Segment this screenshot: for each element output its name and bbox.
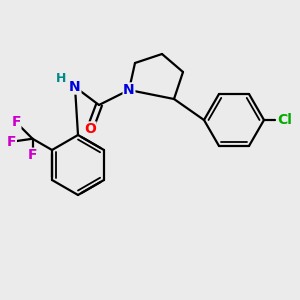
Text: Cl: Cl — [277, 113, 292, 127]
Text: N: N — [123, 83, 135, 97]
Text: F: F — [28, 148, 37, 162]
Text: F: F — [11, 115, 21, 129]
Text: N: N — [69, 80, 81, 94]
Text: F: F — [7, 135, 16, 149]
Text: H: H — [56, 71, 67, 85]
Text: O: O — [84, 122, 96, 136]
